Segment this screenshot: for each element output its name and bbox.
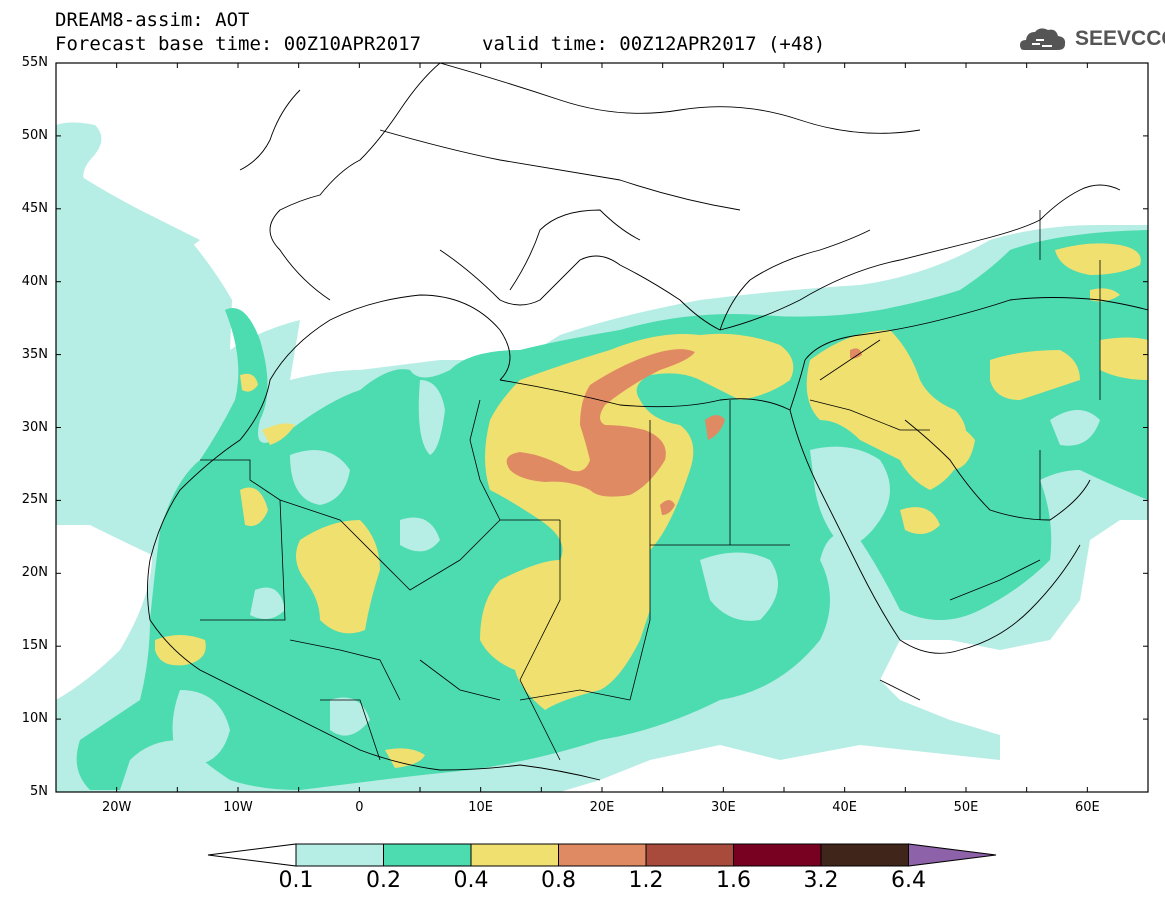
colorbar-segment — [733, 843, 822, 867]
lon-label: 10W — [223, 800, 253, 815]
lat-label: 20N — [21, 565, 48, 581]
colorbar-label: 0.4 — [453, 868, 489, 893]
colorbar-segment — [295, 843, 384, 867]
lon-label: 10E — [468, 800, 494, 815]
lat-label: 15N — [21, 638, 48, 654]
lat-label: 5N — [30, 784, 48, 799]
colorbar-label: 0.8 — [541, 868, 576, 893]
lon-label: 20E — [589, 800, 615, 815]
lon-label: 20W — [101, 800, 132, 815]
colorbar-max-arrow — [908, 843, 997, 867]
aot-shading — [56, 122, 1148, 792]
coastlines — [147, 63, 1148, 781]
lat-label: 55N — [21, 55, 48, 70]
colorbar-segment — [470, 843, 559, 867]
colorbar-label: 0.2 — [366, 868, 401, 893]
lon-label: 50E — [953, 800, 979, 815]
lat-label: 30N — [21, 419, 48, 435]
colorbar-label: 0.1 — [278, 868, 314, 893]
lat-label: 50N — [21, 127, 48, 143]
lat-label: 45N — [21, 200, 48, 216]
colorbar-segment — [645, 843, 734, 867]
valid-time: valid time: 00Z12APR2017 (+48) — [482, 33, 826, 55]
forecast-base-time: Forecast base time: 00Z10APR2017 — [55, 33, 422, 55]
colorbar-segment — [820, 843, 909, 867]
map-title: DREAM8-assim: AOT — [55, 9, 250, 31]
lat-label: 10N — [21, 711, 48, 727]
colorbar — [207, 843, 997, 867]
colorbar-label: 1.6 — [716, 868, 751, 893]
lon-label: 40E — [832, 800, 858, 815]
lon-label: 30E — [710, 800, 736, 815]
lon-label: 0 — [355, 800, 364, 815]
colorbar-segment — [383, 843, 472, 867]
lat-label: 25N — [21, 492, 48, 508]
colorbar-label: 6.4 — [891, 868, 926, 893]
lat-label: 40N — [21, 273, 48, 289]
colorbar-segment — [558, 843, 647, 867]
cloud-icon — [1020, 28, 1066, 50]
lon-label: 60E — [1074, 800, 1100, 815]
colorbar-min-arrow — [207, 843, 297, 867]
lat-label: 35N — [21, 346, 48, 362]
colorbar-label: 3.2 — [803, 868, 839, 893]
colorbar-label: 1.2 — [628, 868, 664, 893]
logo-text: SEEVCCC — [1075, 27, 1165, 50]
country-borders — [200, 210, 1101, 761]
